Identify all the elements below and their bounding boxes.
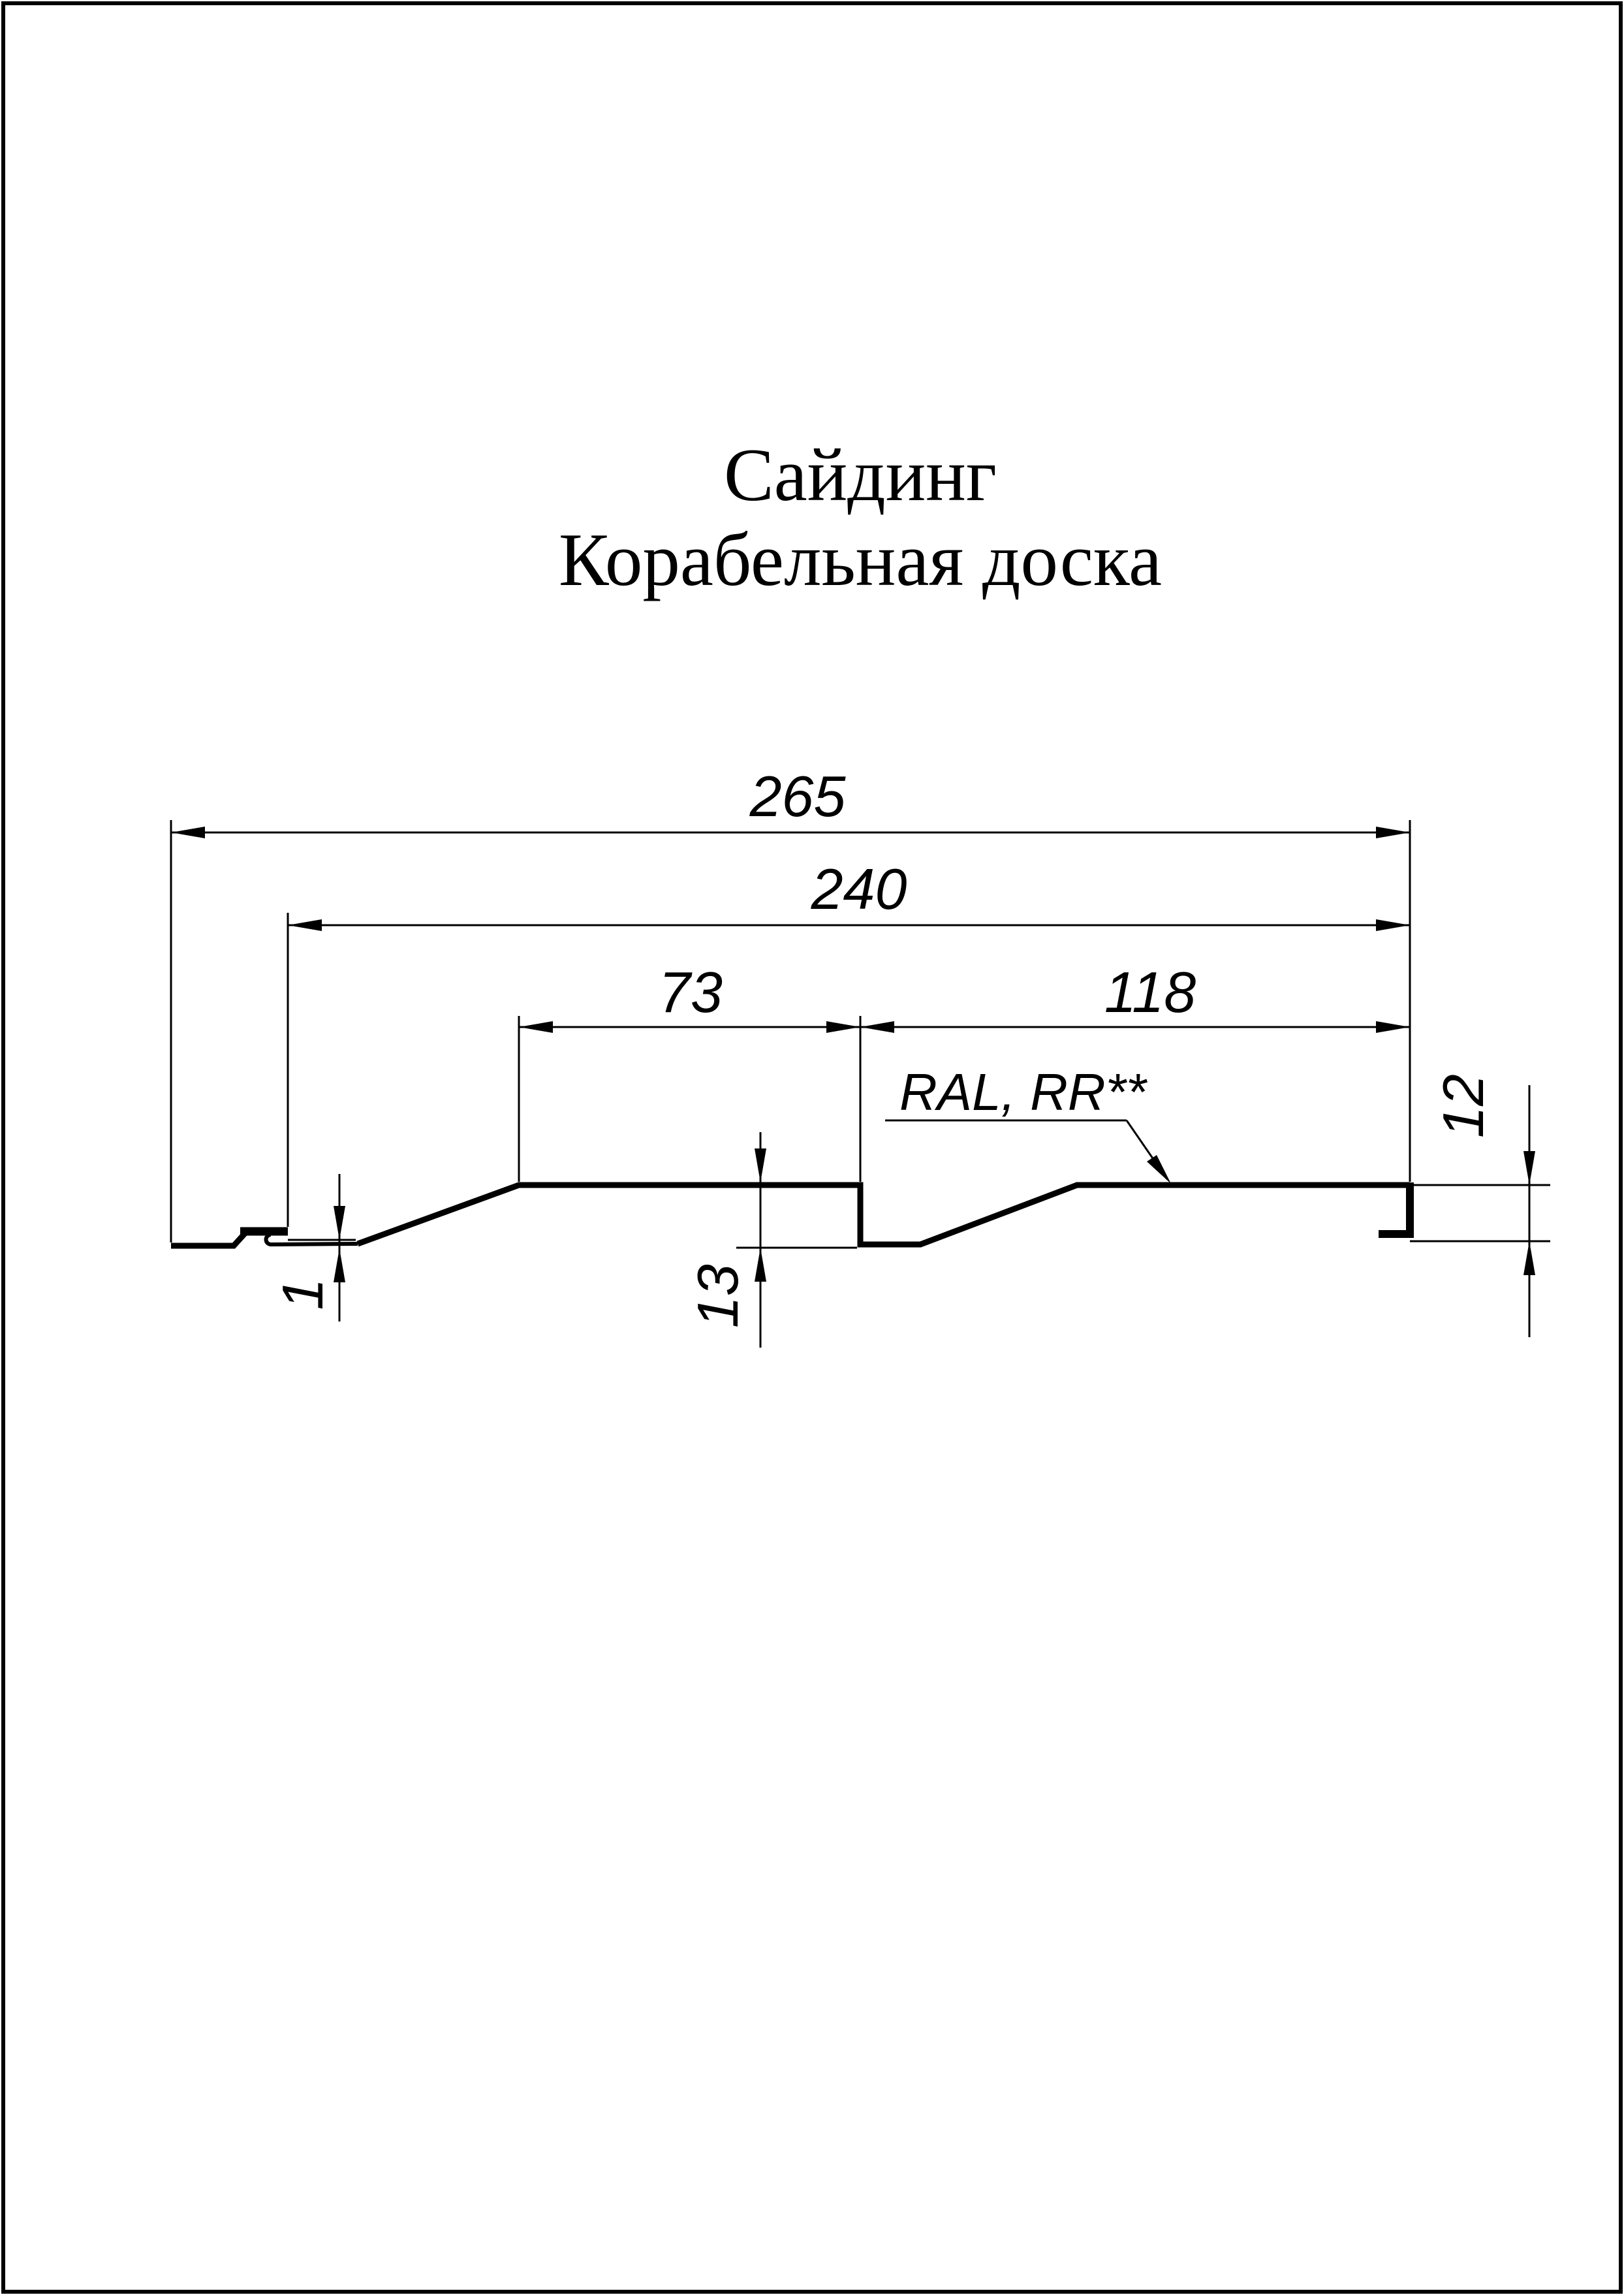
coating-leader-arrow xyxy=(1147,1155,1171,1184)
dim-overall-width: 265 xyxy=(170,764,1411,1242)
dim-profile-height: 13 xyxy=(685,1132,857,1348)
dim-118-arrow-right xyxy=(1376,1021,1410,1033)
dim-12-value: 12 xyxy=(1431,1074,1495,1138)
dim-240-arrow-right xyxy=(1376,919,1410,931)
dim-118-value: 118 xyxy=(1104,960,1196,1024)
siding-profile xyxy=(171,1182,1414,1249)
dim-265-arrow-right xyxy=(1376,827,1410,838)
profile-left-bottom-flange xyxy=(171,1229,249,1249)
dim-working-width: 240 xyxy=(287,857,1410,1227)
page-title-line1: Сайдинг xyxy=(724,434,997,516)
profile-main-surface xyxy=(356,1182,1410,1248)
dim-12-arrow-bottom xyxy=(1523,1241,1535,1275)
dim-240-value: 240 xyxy=(811,857,907,921)
dim-73-arrow-left xyxy=(519,1021,553,1033)
dim-73-arrow-right xyxy=(826,1021,860,1033)
dim-13-arrow-top xyxy=(755,1148,766,1182)
page-title-line2: Корабельная доска xyxy=(559,518,1162,601)
profile-right-edge-hook xyxy=(1379,1182,1414,1238)
dim-118-arrow-left xyxy=(860,1021,894,1033)
dim-1-arrow-top xyxy=(334,1206,345,1240)
dim-13-arrow-bottom xyxy=(755,1248,766,1282)
coating-leader: RAL, RR** xyxy=(885,1063,1171,1184)
profile-lock-hook xyxy=(264,1233,272,1246)
coating-label: RAL, RR** xyxy=(899,1063,1148,1121)
dim-1-value: 1 xyxy=(270,1278,335,1310)
dim-13-value: 13 xyxy=(685,1264,750,1328)
dim-265-value: 265 xyxy=(749,764,847,829)
dim-73-value: 73 xyxy=(659,960,723,1024)
dim-12-arrow-top xyxy=(1523,1151,1535,1185)
dim-240-arrow-left xyxy=(288,919,322,931)
dim-lock-offset: 1 xyxy=(270,1174,356,1322)
dim-265-arrow-left xyxy=(171,827,205,838)
dim-panel-widths: 73 118 xyxy=(518,960,1410,1182)
dim-right-edge-height: 12 xyxy=(1410,1074,1550,1337)
dim-1-arrow-bottom xyxy=(334,1248,345,1282)
